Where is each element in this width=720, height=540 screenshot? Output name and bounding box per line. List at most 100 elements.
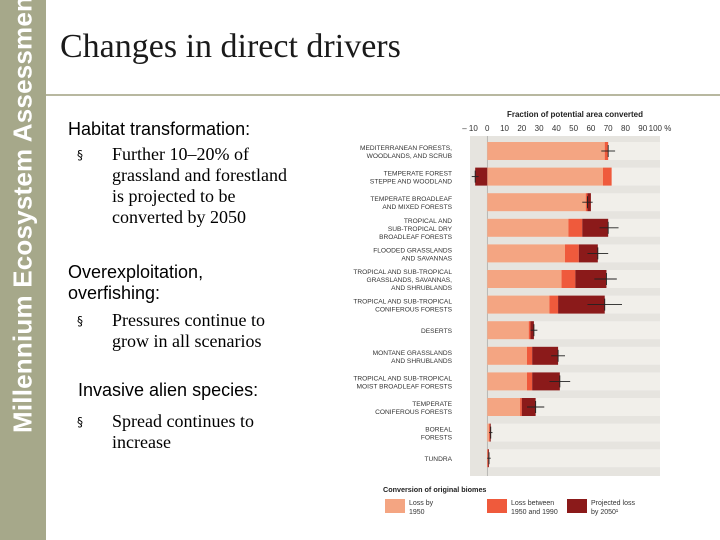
- bullet-habitat-text: Further 10–20% of grassland and forestla…: [112, 144, 287, 228]
- bar-segment: [487, 218, 569, 237]
- category-label: MEDITERRANEAN FORESTS,: [360, 145, 452, 152]
- legend-swatch: [385, 499, 405, 513]
- x-tick-label: 50: [569, 124, 578, 133]
- legend-swatch: [487, 499, 507, 513]
- bar-segment: [558, 295, 605, 314]
- bar-segment: [575, 270, 607, 288]
- bar-segment: [487, 398, 521, 416]
- bullet-overexploitation-text: Pressures continue to grow in all scenar…: [112, 310, 265, 352]
- chart-title: Fraction of potential area converted: [507, 110, 643, 119]
- heading-line: overfishing:: [68, 283, 161, 303]
- category-label: AND MIXED FORESTS: [382, 204, 452, 211]
- x-tick-label: 40: [552, 124, 561, 133]
- category-label: TROPICAL AND: [404, 218, 452, 225]
- bar-segment: [487, 372, 527, 391]
- legend-label: Loss by: [409, 500, 434, 507]
- heading-habitat-transformation: Habitat transformation:: [68, 119, 251, 139]
- heading-line: Overexploitation,: [68, 262, 204, 282]
- row-band: [487, 423, 660, 442]
- category-label: TROPICAL AND SUB-TROPICAL: [353, 299, 452, 306]
- row-band: [487, 449, 660, 468]
- category-label: STEPPE AND WOODLAND: [370, 179, 452, 186]
- category-label: TUNDRA: [425, 456, 453, 463]
- slide-title: Changes in direct drivers: [60, 28, 401, 65]
- bullet-line: Further 10–20% of: [112, 144, 249, 164]
- sidebar-band: Millennium Ecosystem Assessment: [0, 0, 46, 540]
- title-divider: [46, 94, 720, 96]
- legend-label: 1950 and 1990: [511, 509, 558, 516]
- category-label: CONIFEROUS FORESTS: [375, 307, 453, 314]
- x-tick-label: 90: [638, 124, 647, 133]
- category-label: AND SHRUBLANDS: [391, 285, 452, 292]
- legend-swatch: [567, 499, 587, 513]
- x-tick-label: 10: [500, 124, 509, 133]
- bar-segment: [528, 321, 531, 340]
- category-label: MOIST BROADLEAF FORESTS: [356, 383, 452, 390]
- bar-segment: [565, 244, 579, 263]
- legend-title: Conversion of original biomes: [383, 485, 486, 494]
- x-tick-label: 80: [621, 124, 630, 133]
- category-label: TEMPERATE FOREST: [384, 171, 452, 178]
- legend-label: by 2050¹: [591, 509, 619, 516]
- bar-segment: [532, 372, 560, 391]
- sidebar-brand-text: Millennium Ecosystem Assessment: [7, 0, 38, 433]
- x-tick-label: 20: [517, 124, 526, 133]
- bullet-line: converted by 2050: [112, 207, 246, 227]
- category-label: AND SAVANNAS: [401, 255, 452, 262]
- legend-label: 1950: [409, 509, 425, 516]
- bar-segment: [532, 346, 559, 365]
- category-label: WOODLANDS, AND SCRUB: [367, 153, 453, 160]
- bar-segment: [487, 295, 550, 314]
- category-label: FORESTS: [421, 435, 453, 442]
- legend-label: Projected loss: [591, 500, 635, 507]
- category-label: BROADLEAF FORESTS: [379, 234, 453, 241]
- bar-segment: [520, 398, 522, 416]
- x-tick-label: 60: [586, 124, 595, 133]
- category-label: SUB-TROPICAL DRY: [388, 226, 453, 233]
- heading-invasive-species: Invasive alien species:: [78, 380, 259, 400]
- bullet-marker: §: [77, 415, 83, 429]
- bar-segment: [527, 372, 533, 391]
- bullet-line: grow in all scenarios: [112, 331, 262, 351]
- category-label: TEMPERATE: [412, 401, 452, 408]
- bar-segment: [487, 321, 529, 340]
- legend-label: Loss between: [511, 500, 554, 507]
- x-tick-label: 100 %: [649, 124, 672, 133]
- bar-segment: [487, 167, 603, 186]
- category-label: TROPICAL AND SUB-TROPICAL: [353, 375, 452, 382]
- bar-segment: [475, 167, 488, 186]
- bullet-line: is projected to be: [112, 186, 236, 206]
- bullet-line: Pressures continue to: [112, 310, 265, 330]
- bar-segment: [487, 193, 586, 212]
- category-label: AND SHRUBLANDS: [391, 358, 452, 365]
- x-tick-label: 30: [535, 124, 544, 133]
- heading-overexploitation: Overexploitation, overfishing:: [68, 262, 203, 304]
- bullet-line: grassland and forestland: [112, 165, 287, 185]
- bar-segment: [603, 167, 612, 186]
- bar-segment: [487, 423, 489, 442]
- category-label: FLOODED GRASSLANDS: [373, 247, 452, 254]
- x-tick-label: 0: [485, 124, 490, 133]
- bullet-line: Spread continues to: [112, 411, 254, 431]
- x-tick-label: – 10: [462, 124, 478, 133]
- bar-segment: [487, 346, 527, 365]
- category-label: TEMPERATE BROADLEAF: [370, 196, 452, 203]
- category-label: TROPICAL AND SUB-TROPICAL: [353, 269, 452, 276]
- category-label: DESERTS: [421, 328, 453, 335]
- bullet-marker: §: [77, 148, 83, 162]
- category-label: CONIFEROUS FORESTS: [375, 409, 453, 416]
- x-tick-label: 70: [604, 124, 613, 133]
- category-label: BOREAL: [425, 427, 452, 434]
- bar-segment: [582, 218, 609, 237]
- bar-segment: [487, 270, 562, 288]
- bar-segment: [568, 218, 583, 237]
- bar-segment: [527, 346, 533, 365]
- category-label: MONTANE GRASSLANDS: [373, 350, 453, 357]
- bar-segment: [487, 244, 565, 263]
- category-label: GRASSLANDS, SAVANNAS,: [367, 277, 453, 284]
- bullet-line: increase: [112, 432, 171, 452]
- biome-conversion-chart: Fraction of potential area converted – 10…: [353, 110, 672, 516]
- bar-segment: [561, 270, 576, 288]
- bar-segment: [549, 295, 559, 314]
- bullet-marker: §: [77, 314, 83, 328]
